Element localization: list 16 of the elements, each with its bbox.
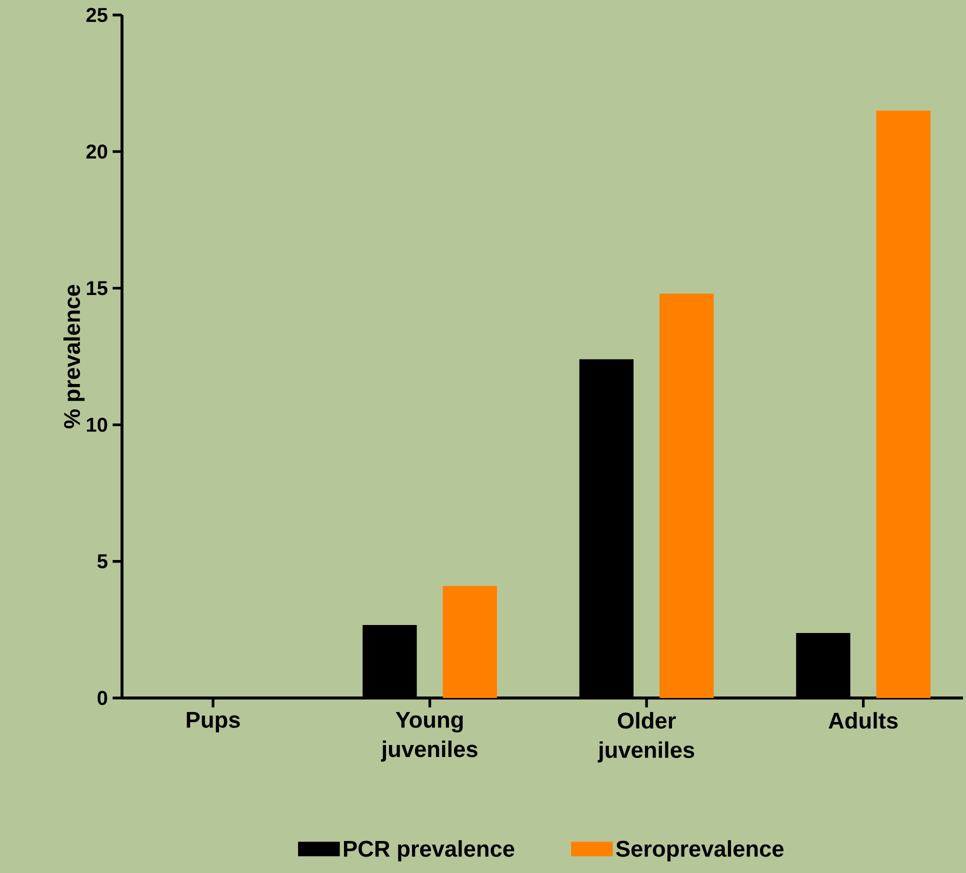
legend-label: PCR prevalence — [344, 840, 514, 862]
x-tick-label: Older juveniles — [598, 712, 694, 762]
y-axis-title: % prevalence — [63, 284, 85, 428]
x-tick-label: Adults — [828, 712, 898, 729]
y-tick-label: 0 — [98, 690, 108, 706]
bar — [442, 586, 497, 698]
y-tick-label: 25 — [86, 8, 108, 22]
bar — [660, 294, 714, 698]
y-tick-label: 10 — [86, 418, 108, 432]
bar — [876, 110, 930, 698]
y-tick-label: 15 — [86, 281, 108, 296]
legend-label: Seroprevalence — [616, 840, 784, 862]
x-tick-label: Young juveniles — [380, 712, 478, 762]
y-tick-label: 20 — [86, 144, 108, 159]
y-tick-label: 5 — [97, 554, 108, 568]
x-tick-label: Pups — [186, 712, 240, 732]
